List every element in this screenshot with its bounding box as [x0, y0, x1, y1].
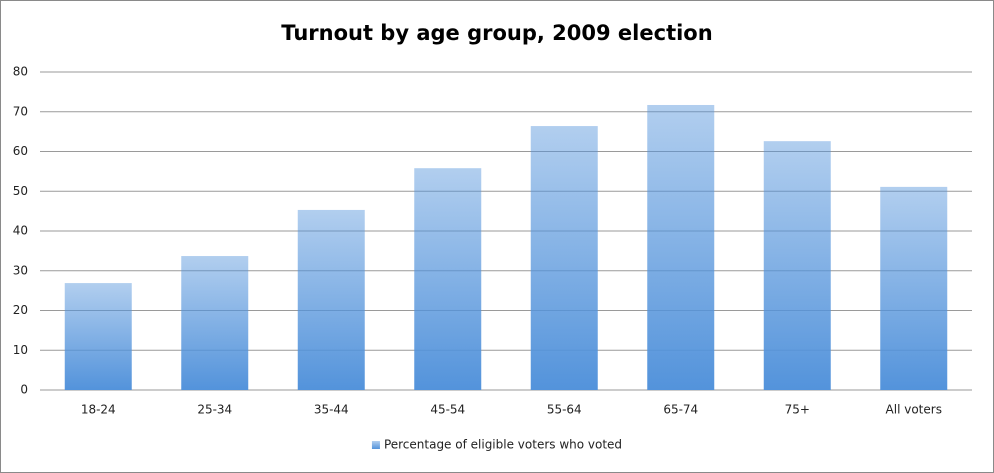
bar — [647, 104, 715, 391]
chart-title: Turnout by age group, 2009 election — [281, 21, 712, 45]
x-tick-label: 65-74 — [663, 403, 698, 417]
legend-label: Percentage of eligible voters who voted — [384, 438, 622, 452]
bar — [64, 283, 132, 390]
x-tick-label: 35-44 — [314, 403, 349, 417]
x-tick-label: 25-34 — [197, 403, 232, 417]
bar — [880, 186, 948, 390]
y-tick-label: 10 — [13, 343, 28, 357]
x-tick-label: 55-64 — [547, 403, 582, 417]
legend-swatch — [371, 441, 380, 449]
x-tick-label: 45-54 — [430, 403, 465, 417]
y-tick-label: 0 — [20, 383, 28, 397]
y-tick-label: 50 — [13, 184, 28, 198]
y-tick-label: 20 — [13, 303, 28, 317]
bar — [763, 141, 831, 390]
y-tick-label: 40 — [13, 224, 28, 238]
x-tick-label: 18-24 — [81, 403, 116, 417]
bar — [414, 168, 482, 390]
bar — [530, 126, 598, 390]
y-tick-label: 80 — [13, 65, 28, 79]
x-tick-label: 75+ — [785, 403, 810, 417]
y-tick-label: 60 — [13, 144, 28, 158]
y-tick-label: 30 — [13, 263, 28, 277]
bar — [297, 209, 365, 390]
y-tick-label: 70 — [13, 104, 28, 118]
bar — [181, 256, 249, 390]
x-tick-label: All voters — [886, 403, 942, 417]
